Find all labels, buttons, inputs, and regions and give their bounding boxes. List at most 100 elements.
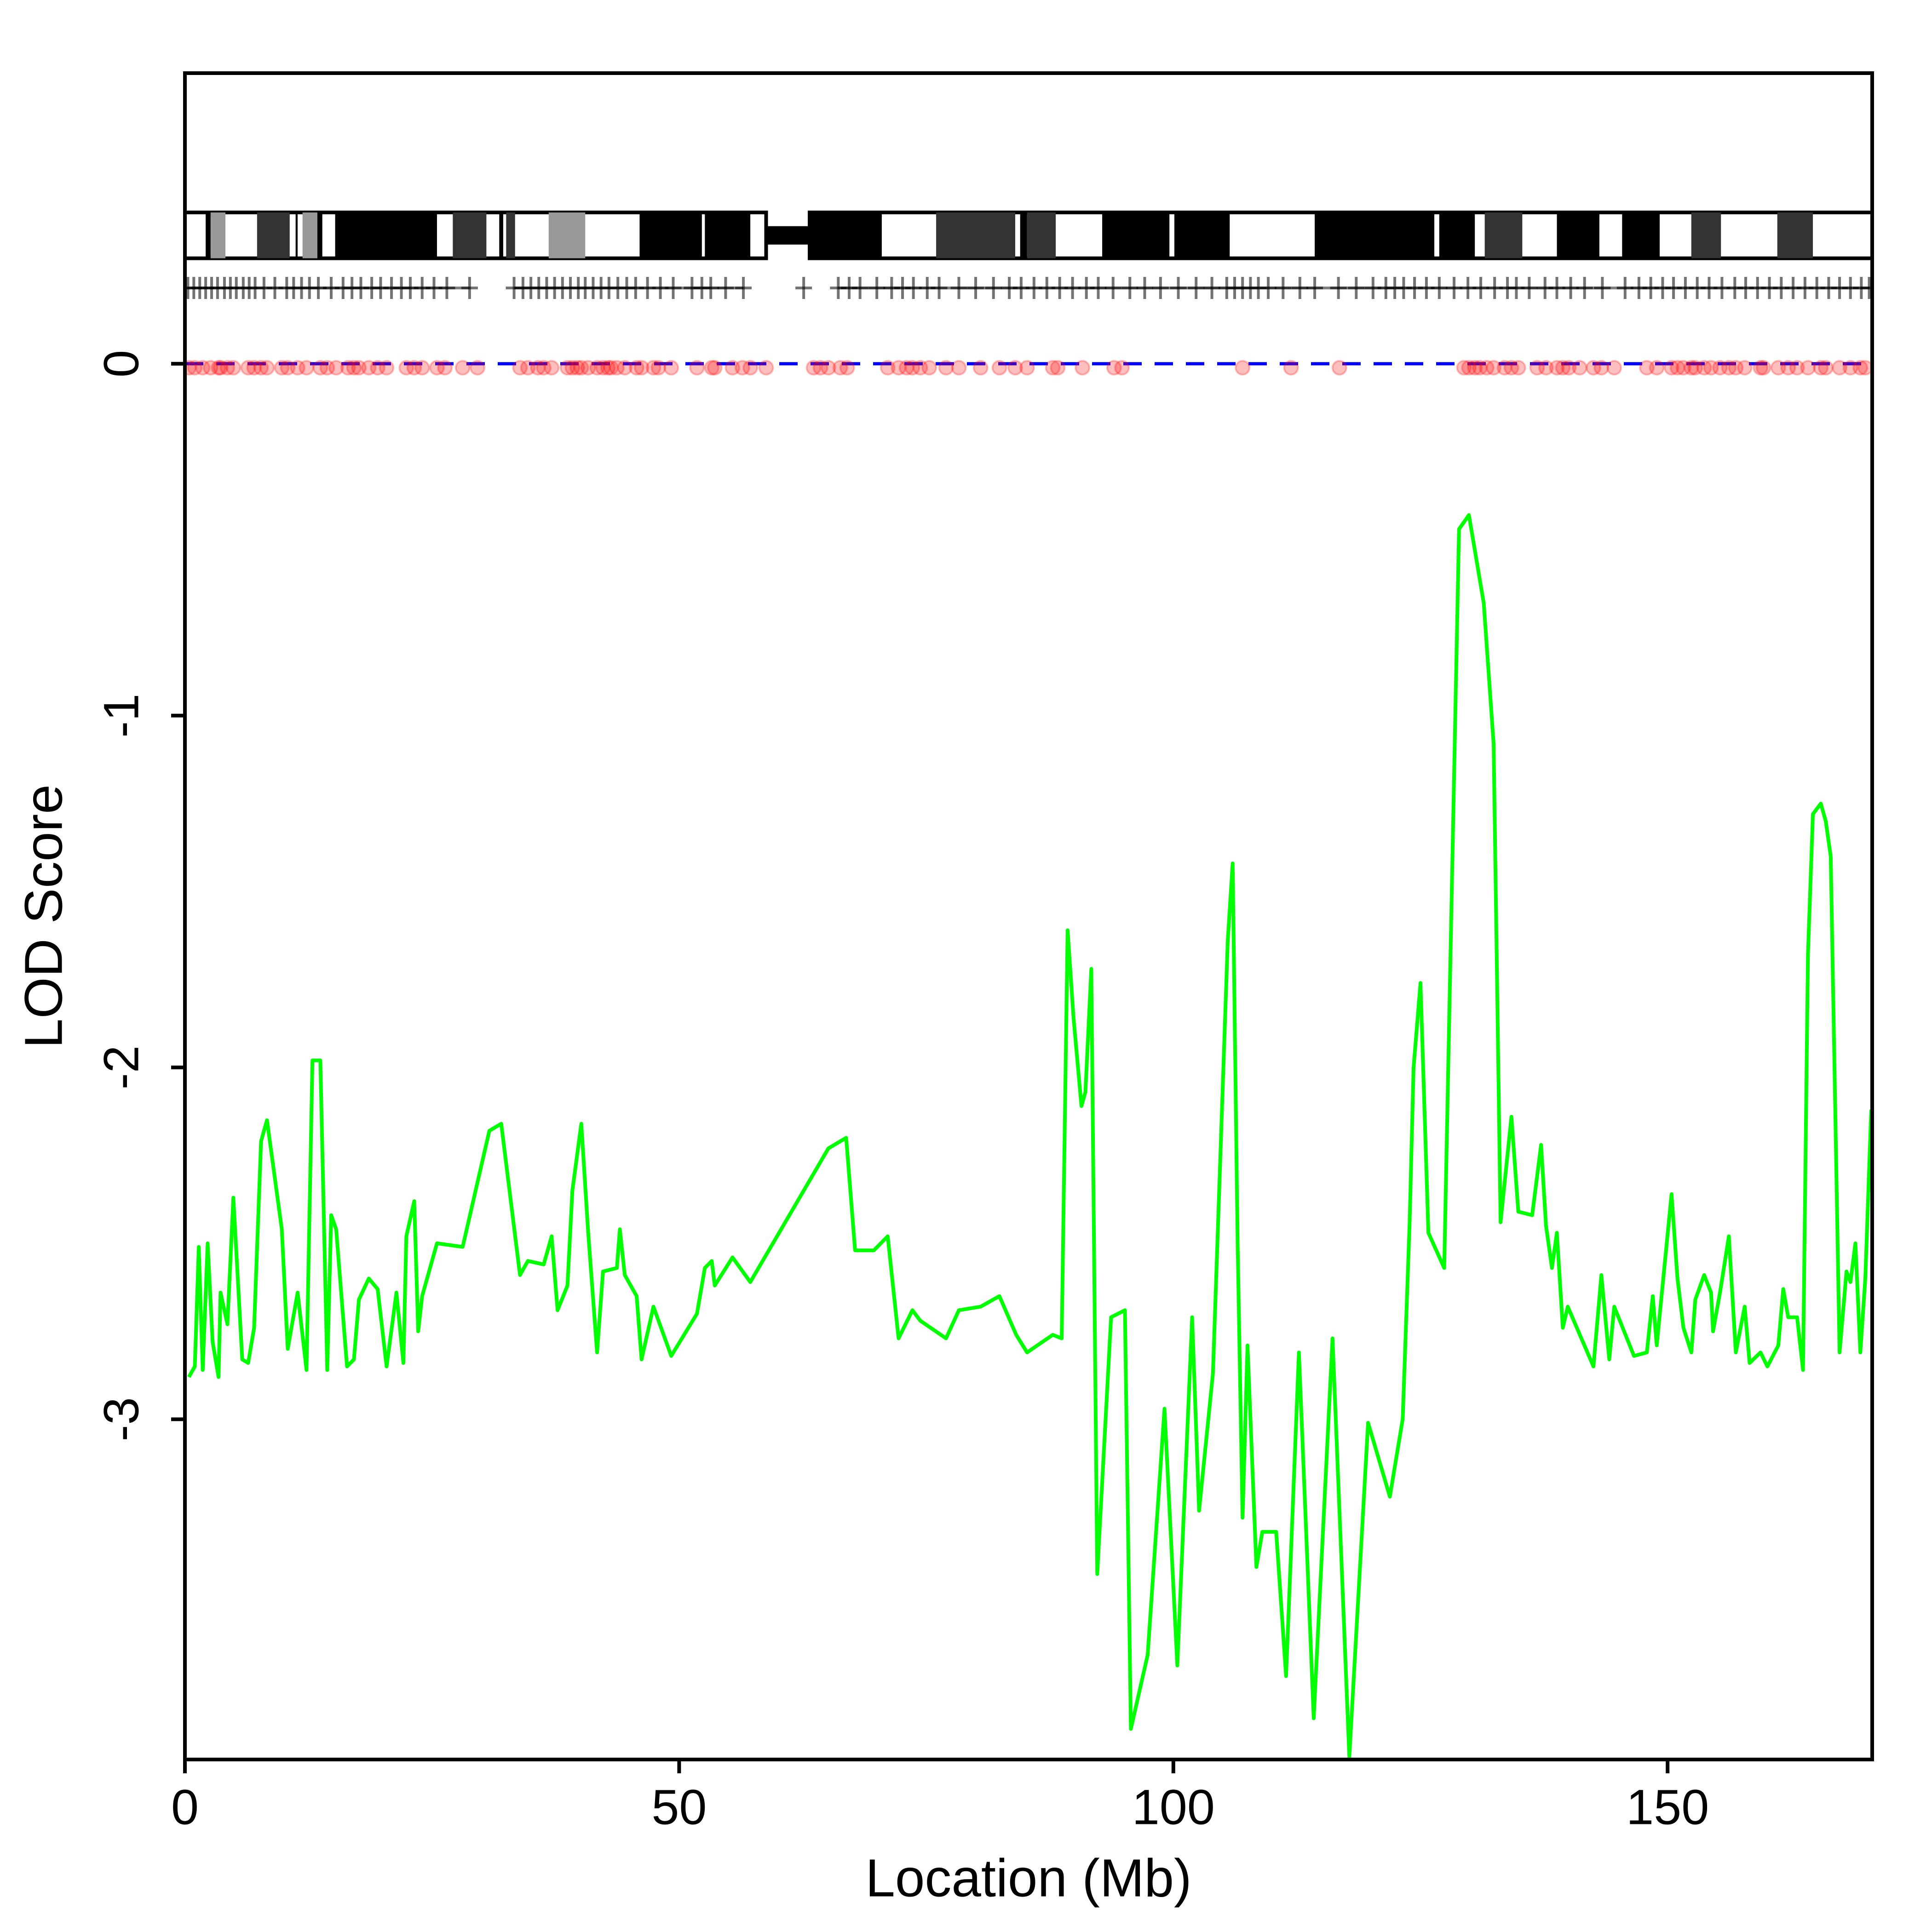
y-tick-label: -3	[93, 1397, 149, 1441]
marker	[1594, 277, 1611, 299]
snp-dot	[1770, 360, 1786, 376]
snp-dot	[1106, 360, 1122, 376]
snp-dot	[1800, 360, 1816, 376]
cytoband	[548, 212, 586, 259]
snp-dot	[219, 360, 236, 376]
plot-area	[185, 210, 1872, 1759]
snp-dot	[938, 360, 954, 376]
snp-dot	[1649, 360, 1665, 376]
marker	[950, 277, 967, 299]
snp-dot	[1486, 360, 1502, 376]
snp-dot	[559, 360, 575, 376]
marker	[717, 277, 734, 299]
cytoband	[302, 212, 317, 259]
snp-dot	[312, 360, 328, 376]
snp-dot	[1472, 360, 1488, 376]
snp-dot	[1818, 360, 1834, 376]
snp-dot	[1606, 360, 1622, 376]
marker	[1260, 277, 1277, 299]
snp-dot	[904, 360, 920, 376]
marker	[438, 277, 455, 299]
snp-dot	[1503, 360, 1519, 376]
marker	[702, 277, 719, 299]
snp-dot	[259, 360, 275, 376]
marker	[868, 277, 886, 299]
x-tick-label: 100	[1132, 1779, 1215, 1835]
marker	[1170, 277, 1187, 299]
snp-dot	[202, 360, 218, 376]
snp-dot	[595, 360, 611, 376]
cytoband	[1439, 212, 1475, 259]
y-tick-label: -2	[93, 1045, 149, 1089]
marker	[1203, 277, 1220, 299]
snp-dot	[569, 360, 586, 376]
cytoband	[499, 212, 503, 259]
cytoband	[1174, 212, 1230, 259]
snp-dot	[564, 360, 581, 376]
snp-dot	[603, 360, 619, 376]
snp-dot	[536, 360, 552, 376]
marker	[1521, 277, 1538, 299]
snp-dot	[211, 360, 227, 376]
snp-dot	[379, 360, 395, 376]
snp-dot	[580, 360, 596, 376]
snp-dot	[520, 360, 536, 376]
snp-dot	[1780, 360, 1796, 376]
plot-frame	[183, 71, 1874, 1761]
marker	[1446, 277, 1463, 299]
cytoband	[1484, 212, 1523, 259]
snp-dot	[629, 360, 645, 376]
snp-dot	[1675, 360, 1691, 376]
marker	[1616, 277, 1633, 299]
snp-dot	[633, 360, 650, 376]
snp-dot	[1456, 360, 1472, 376]
cytoband	[1622, 212, 1660, 259]
marker	[1152, 277, 1169, 299]
snp-dot	[742, 360, 759, 376]
snp-dot	[1467, 360, 1483, 376]
snp-dot	[470, 360, 486, 376]
marker	[967, 277, 984, 299]
snp-dot	[246, 360, 262, 376]
x-tick-label: 50	[651, 1779, 707, 1835]
snp-dot	[891, 360, 907, 376]
marker	[1291, 277, 1308, 299]
snp-dot	[734, 360, 750, 376]
cytoband	[810, 212, 882, 259]
snp-dot	[880, 360, 896, 376]
snp-dot	[1331, 360, 1347, 376]
cytoband	[1020, 212, 1027, 259]
snp-dot	[663, 360, 679, 376]
marker	[1121, 277, 1138, 299]
lod-line	[187, 513, 1872, 1759]
cytoband	[206, 212, 211, 259]
marker	[1861, 277, 1872, 299]
snp-dot	[1529, 360, 1545, 376]
marker	[461, 277, 478, 299]
snp-dot	[253, 360, 269, 376]
snp-dot	[839, 360, 855, 376]
cytoband	[210, 212, 226, 259]
snp-dot	[617, 360, 633, 376]
marker	[931, 277, 948, 299]
snp-dot	[645, 360, 661, 376]
snp-dot	[1857, 360, 1872, 376]
snp-dot	[1852, 360, 1869, 376]
snp-dot	[512, 360, 528, 376]
snp-dot	[370, 360, 386, 376]
snp-dot	[912, 360, 928, 376]
snp-dot	[1728, 360, 1744, 376]
snp-dot	[185, 360, 197, 376]
snp-dot	[707, 360, 723, 376]
marker	[1576, 277, 1593, 299]
cytoband	[639, 212, 702, 259]
snp-dot	[351, 360, 367, 376]
snp-dot	[1593, 360, 1610, 376]
snp-dot	[1561, 360, 1577, 376]
marker	[1348, 277, 1365, 299]
snp-dot	[429, 360, 445, 376]
snp-dot	[1496, 360, 1512, 376]
marker	[1090, 277, 1107, 299]
snp-dot	[406, 360, 422, 376]
snp-dot	[1842, 360, 1858, 376]
